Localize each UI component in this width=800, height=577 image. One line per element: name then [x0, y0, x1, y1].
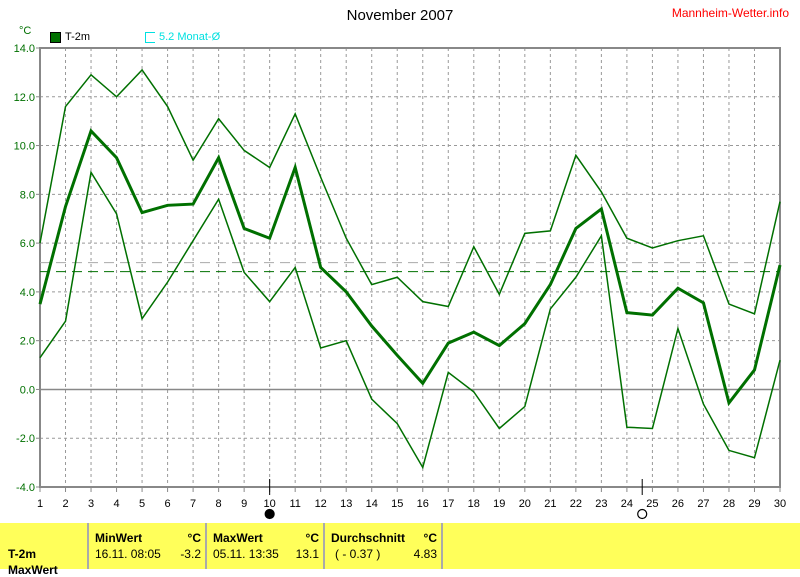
y-tick-label: 0.0	[20, 384, 35, 396]
x-tick-label: 21	[544, 498, 556, 510]
x-tick-label: 13	[340, 498, 352, 510]
x-tick-label: 17	[442, 498, 454, 510]
x-tick-label: 22	[570, 498, 582, 510]
stats-row2-label: MaxWert	[8, 563, 58, 577]
plot-frame	[40, 48, 780, 487]
x-tick-label: 14	[366, 498, 378, 510]
y-tick-label: -4.0	[16, 482, 35, 494]
stats-avg: Durchschnitt °C ( - 0.37 ) 4.83	[323, 523, 441, 569]
stats-row-label: T-2m	[8, 547, 36, 561]
y-tick-label: 2.0	[20, 336, 35, 348]
x-tick-label: 28	[723, 498, 735, 510]
y-tick-label: 8.0	[20, 189, 35, 201]
x-tick-label: 18	[468, 498, 480, 510]
x-tick-label: 15	[391, 498, 403, 510]
y-tick-label: 10.0	[14, 141, 35, 153]
x-tick-label: 5	[139, 498, 145, 510]
x-tick-label: 19	[493, 498, 505, 510]
x-tick-label: 20	[519, 498, 531, 510]
x-tick-label: 29	[748, 498, 760, 510]
stats-empty	[441, 523, 800, 569]
stats-panel: T-2m MaxWert MinWert °C 16.11. 08:05 -3.…	[0, 523, 800, 569]
full-moon-icon	[638, 510, 647, 519]
x-tick-label: 30	[774, 498, 786, 510]
y-tick-label: 14.0	[14, 43, 35, 55]
x-tick-label: 2	[62, 498, 68, 510]
x-tick-label: 16	[417, 498, 429, 510]
x-tick-label: 24	[621, 498, 633, 510]
x-tick-label: 27	[697, 498, 709, 510]
x-tick-label: 11	[289, 498, 300, 510]
y-tick-label: 12.0	[14, 92, 35, 104]
x-tick-label: 10	[264, 498, 276, 510]
new-moon-icon	[265, 510, 274, 519]
x-tick-label: 1	[37, 498, 43, 510]
y-tick-label: 6.0	[20, 238, 35, 250]
x-tick-label: 4	[113, 498, 119, 510]
y-tick-label: -2.0	[16, 433, 35, 445]
x-tick-label: 12	[315, 498, 327, 510]
x-tick-label: 3	[88, 498, 94, 510]
series-max	[40, 70, 780, 314]
y-tick-label: 4.0	[20, 287, 35, 299]
stats-min: MinWert °C 16.11. 08:05 -3.2	[87, 523, 205, 569]
stats-max: MaxWert °C 05.11. 13:35 13.1	[205, 523, 323, 569]
series-min	[40, 172, 780, 467]
x-tick-label: 6	[165, 498, 171, 510]
x-tick-label: 25	[646, 498, 658, 510]
x-tick-label: 8	[216, 498, 222, 510]
x-tick-label: 7	[190, 498, 196, 510]
x-tick-label: 9	[241, 498, 247, 510]
x-tick-label: 23	[595, 498, 607, 510]
x-tick-label: 26	[672, 498, 684, 510]
